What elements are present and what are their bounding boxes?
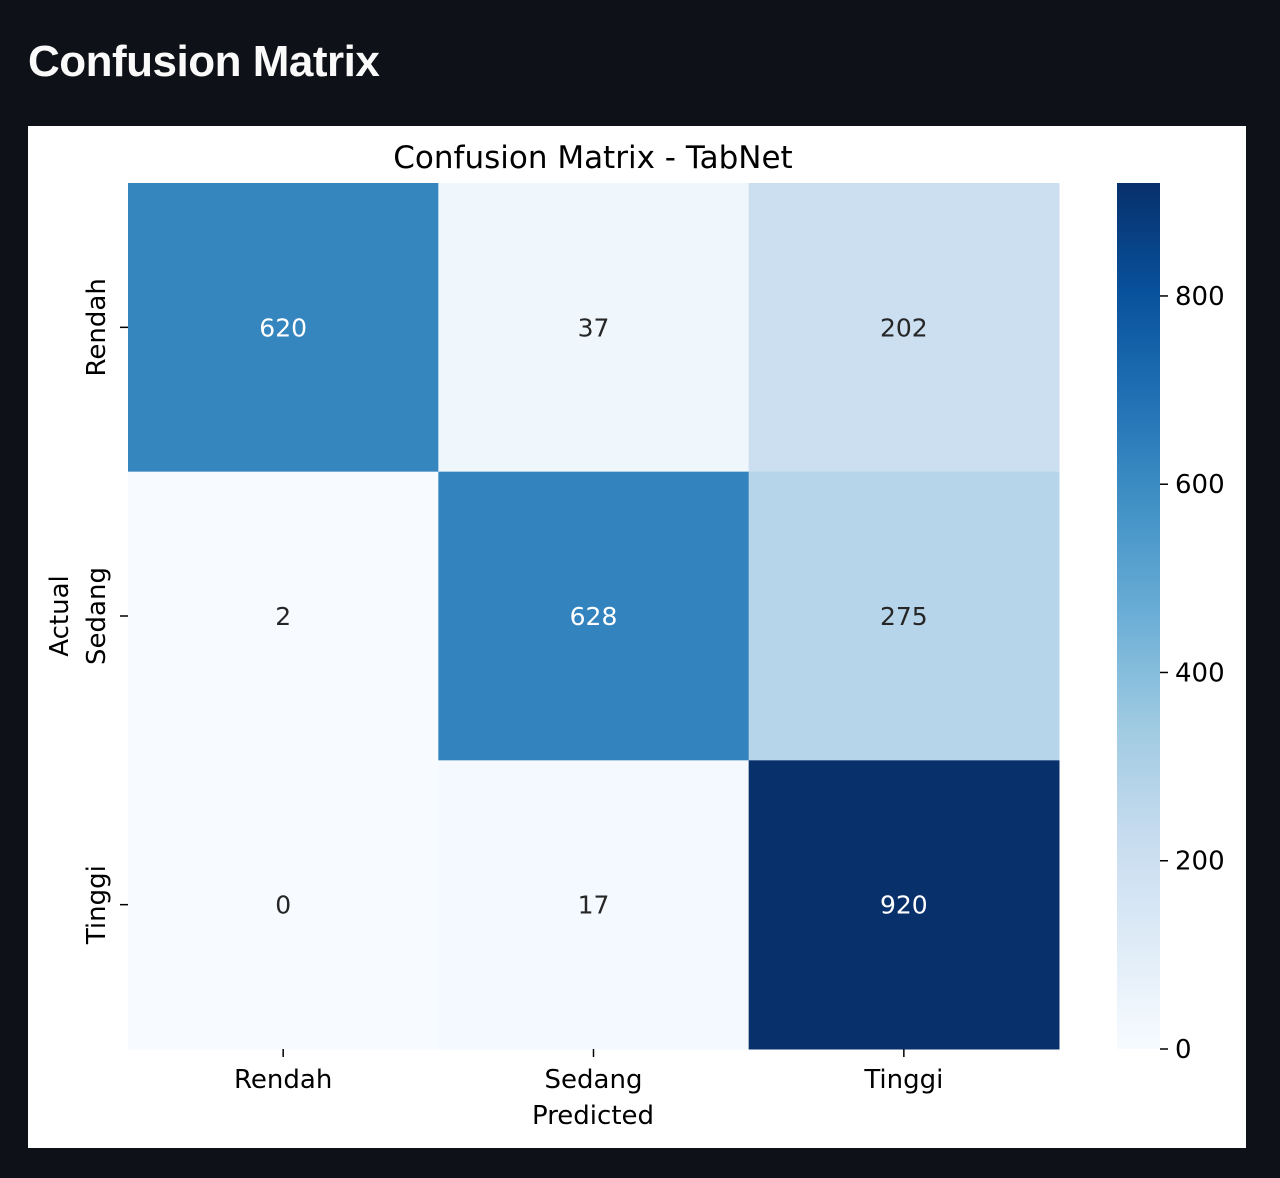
heatmap-cell bbox=[748, 471, 1060, 761]
cell-value-label: 0 bbox=[275, 891, 291, 920]
colorbar-tick-label: 200 bbox=[1175, 847, 1225, 877]
heatmap-cell bbox=[748, 183, 1060, 473]
x-tick-label: Tinggi bbox=[863, 1065, 943, 1095]
x-tick-label: Rendah bbox=[234, 1065, 332, 1095]
colorbar bbox=[1117, 183, 1160, 1049]
heatmap-cell bbox=[438, 183, 750, 473]
colorbar-ticks: 0 200 400 600 800 bbox=[1160, 282, 1225, 1065]
cell-value-label: 275 bbox=[880, 602, 928, 631]
heatmap-cell bbox=[128, 183, 439, 473]
x-tick-label: Sedang bbox=[545, 1065, 643, 1095]
y-tick-label: Sedang bbox=[82, 567, 112, 665]
confusion-matrix-chart: Confusion Matrix - TabNet 620 37 202 2 628 27… bbox=[45, 140, 1225, 1131]
heatmap-cell bbox=[748, 760, 1060, 1050]
cell-value-label: 620 bbox=[259, 313, 307, 342]
colorbar-tick-label: 400 bbox=[1175, 658, 1225, 688]
chart-figure: Confusion Matrix - TabNet 620 37 202 2 628 27… bbox=[28, 126, 1246, 1148]
cell-value-label: 920 bbox=[880, 891, 928, 920]
heatmap-cell bbox=[128, 471, 439, 761]
heatmap-cells: 620 37 202 2 628 275 0 17 920 bbox=[128, 183, 1060, 1050]
cell-value-label: 628 bbox=[570, 602, 618, 631]
heatmap-cell bbox=[438, 760, 750, 1050]
page-title: Confusion Matrix bbox=[28, 37, 380, 86]
chart-title: Confusion Matrix - TabNet bbox=[393, 140, 792, 176]
y-axis-title: Actual bbox=[45, 575, 75, 656]
heatmap-cell bbox=[128, 760, 439, 1050]
x-axis-title: Predicted bbox=[532, 1101, 654, 1131]
axis-labels: Rendah Sedang Tinggi Rendah Sedang Tinggi bbox=[82, 278, 943, 1095]
y-tick-label: Tinggi bbox=[82, 865, 112, 945]
y-tick-label: Rendah bbox=[82, 278, 112, 376]
cell-value-label: 202 bbox=[880, 313, 928, 342]
heatmap-cell bbox=[438, 471, 750, 761]
colorbar-tick-label: 800 bbox=[1175, 282, 1225, 312]
colorbar-tick-label: 0 bbox=[1175, 1035, 1192, 1065]
colorbar-tick-label: 600 bbox=[1175, 470, 1225, 500]
cell-value-label: 17 bbox=[578, 891, 610, 920]
cell-value-label: 37 bbox=[578, 313, 610, 342]
cell-value-label: 2 bbox=[275, 602, 291, 631]
